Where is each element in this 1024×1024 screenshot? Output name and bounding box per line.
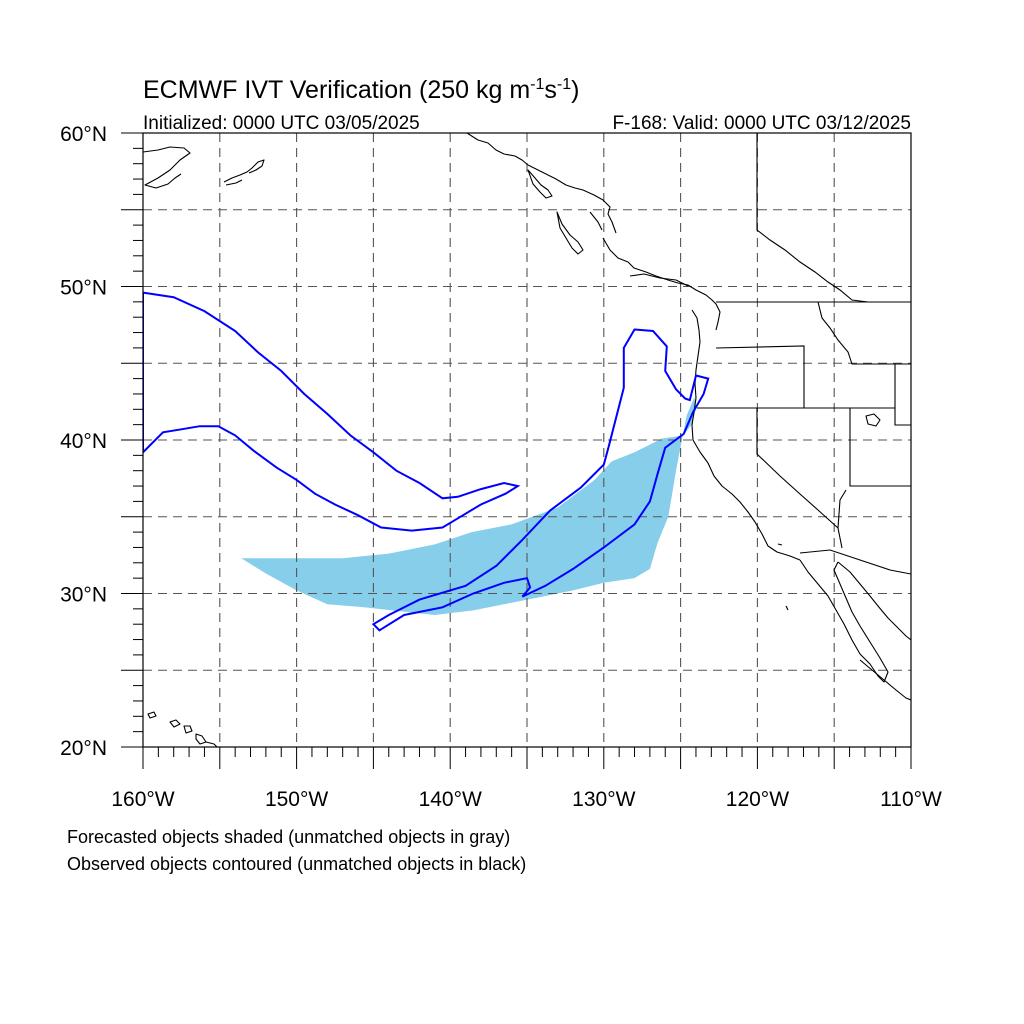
forecast-legend-note: Forecasted objects shaded (unmatched obj… <box>67 827 511 847</box>
chart-title: ECMWF IVT Verification (250 kg m-1s-1) <box>143 76 579 104</box>
lat-lon-grid <box>143 133 911 747</box>
init-time-label: Initialized: 0000 UTC 03/05/2025 <box>143 113 420 134</box>
observed-object-north-contour <box>143 291 521 532</box>
coastlines <box>143 133 911 747</box>
x-tick-label: 110°W <box>880 788 942 811</box>
x-tick-label: 120°W <box>726 788 789 811</box>
y-tick-label: 20°N <box>60 737 107 760</box>
x-tick-label: 140°W <box>419 788 482 811</box>
y-tick-label: 60°N <box>60 123 107 146</box>
observed-object-south-contour <box>371 328 710 632</box>
x-tick-label: 130°W <box>572 788 635 811</box>
political-borders <box>697 133 911 575</box>
x-tick-label: 150°W <box>265 788 328 811</box>
y-tick-label: 40°N <box>60 430 107 453</box>
x-tick-label: 160°W <box>111 788 174 811</box>
y-tick-label: 30°N <box>60 584 107 607</box>
valid-time-label: F-168: Valid: 0000 UTC 03/12/2025 <box>612 113 911 134</box>
latitude-labels: 20°N 30°N 40°N 50°N 60°N <box>60 123 107 760</box>
forecast-object-shading <box>241 397 697 615</box>
observed-legend-note: Observed objects contoured (unmatched ob… <box>67 854 527 874</box>
axis-ticks <box>121 132 912 769</box>
longitude-labels: 160°W 150°W 140°W 130°W 120°W 110°W <box>111 788 942 811</box>
y-tick-label: 50°N <box>60 277 107 300</box>
